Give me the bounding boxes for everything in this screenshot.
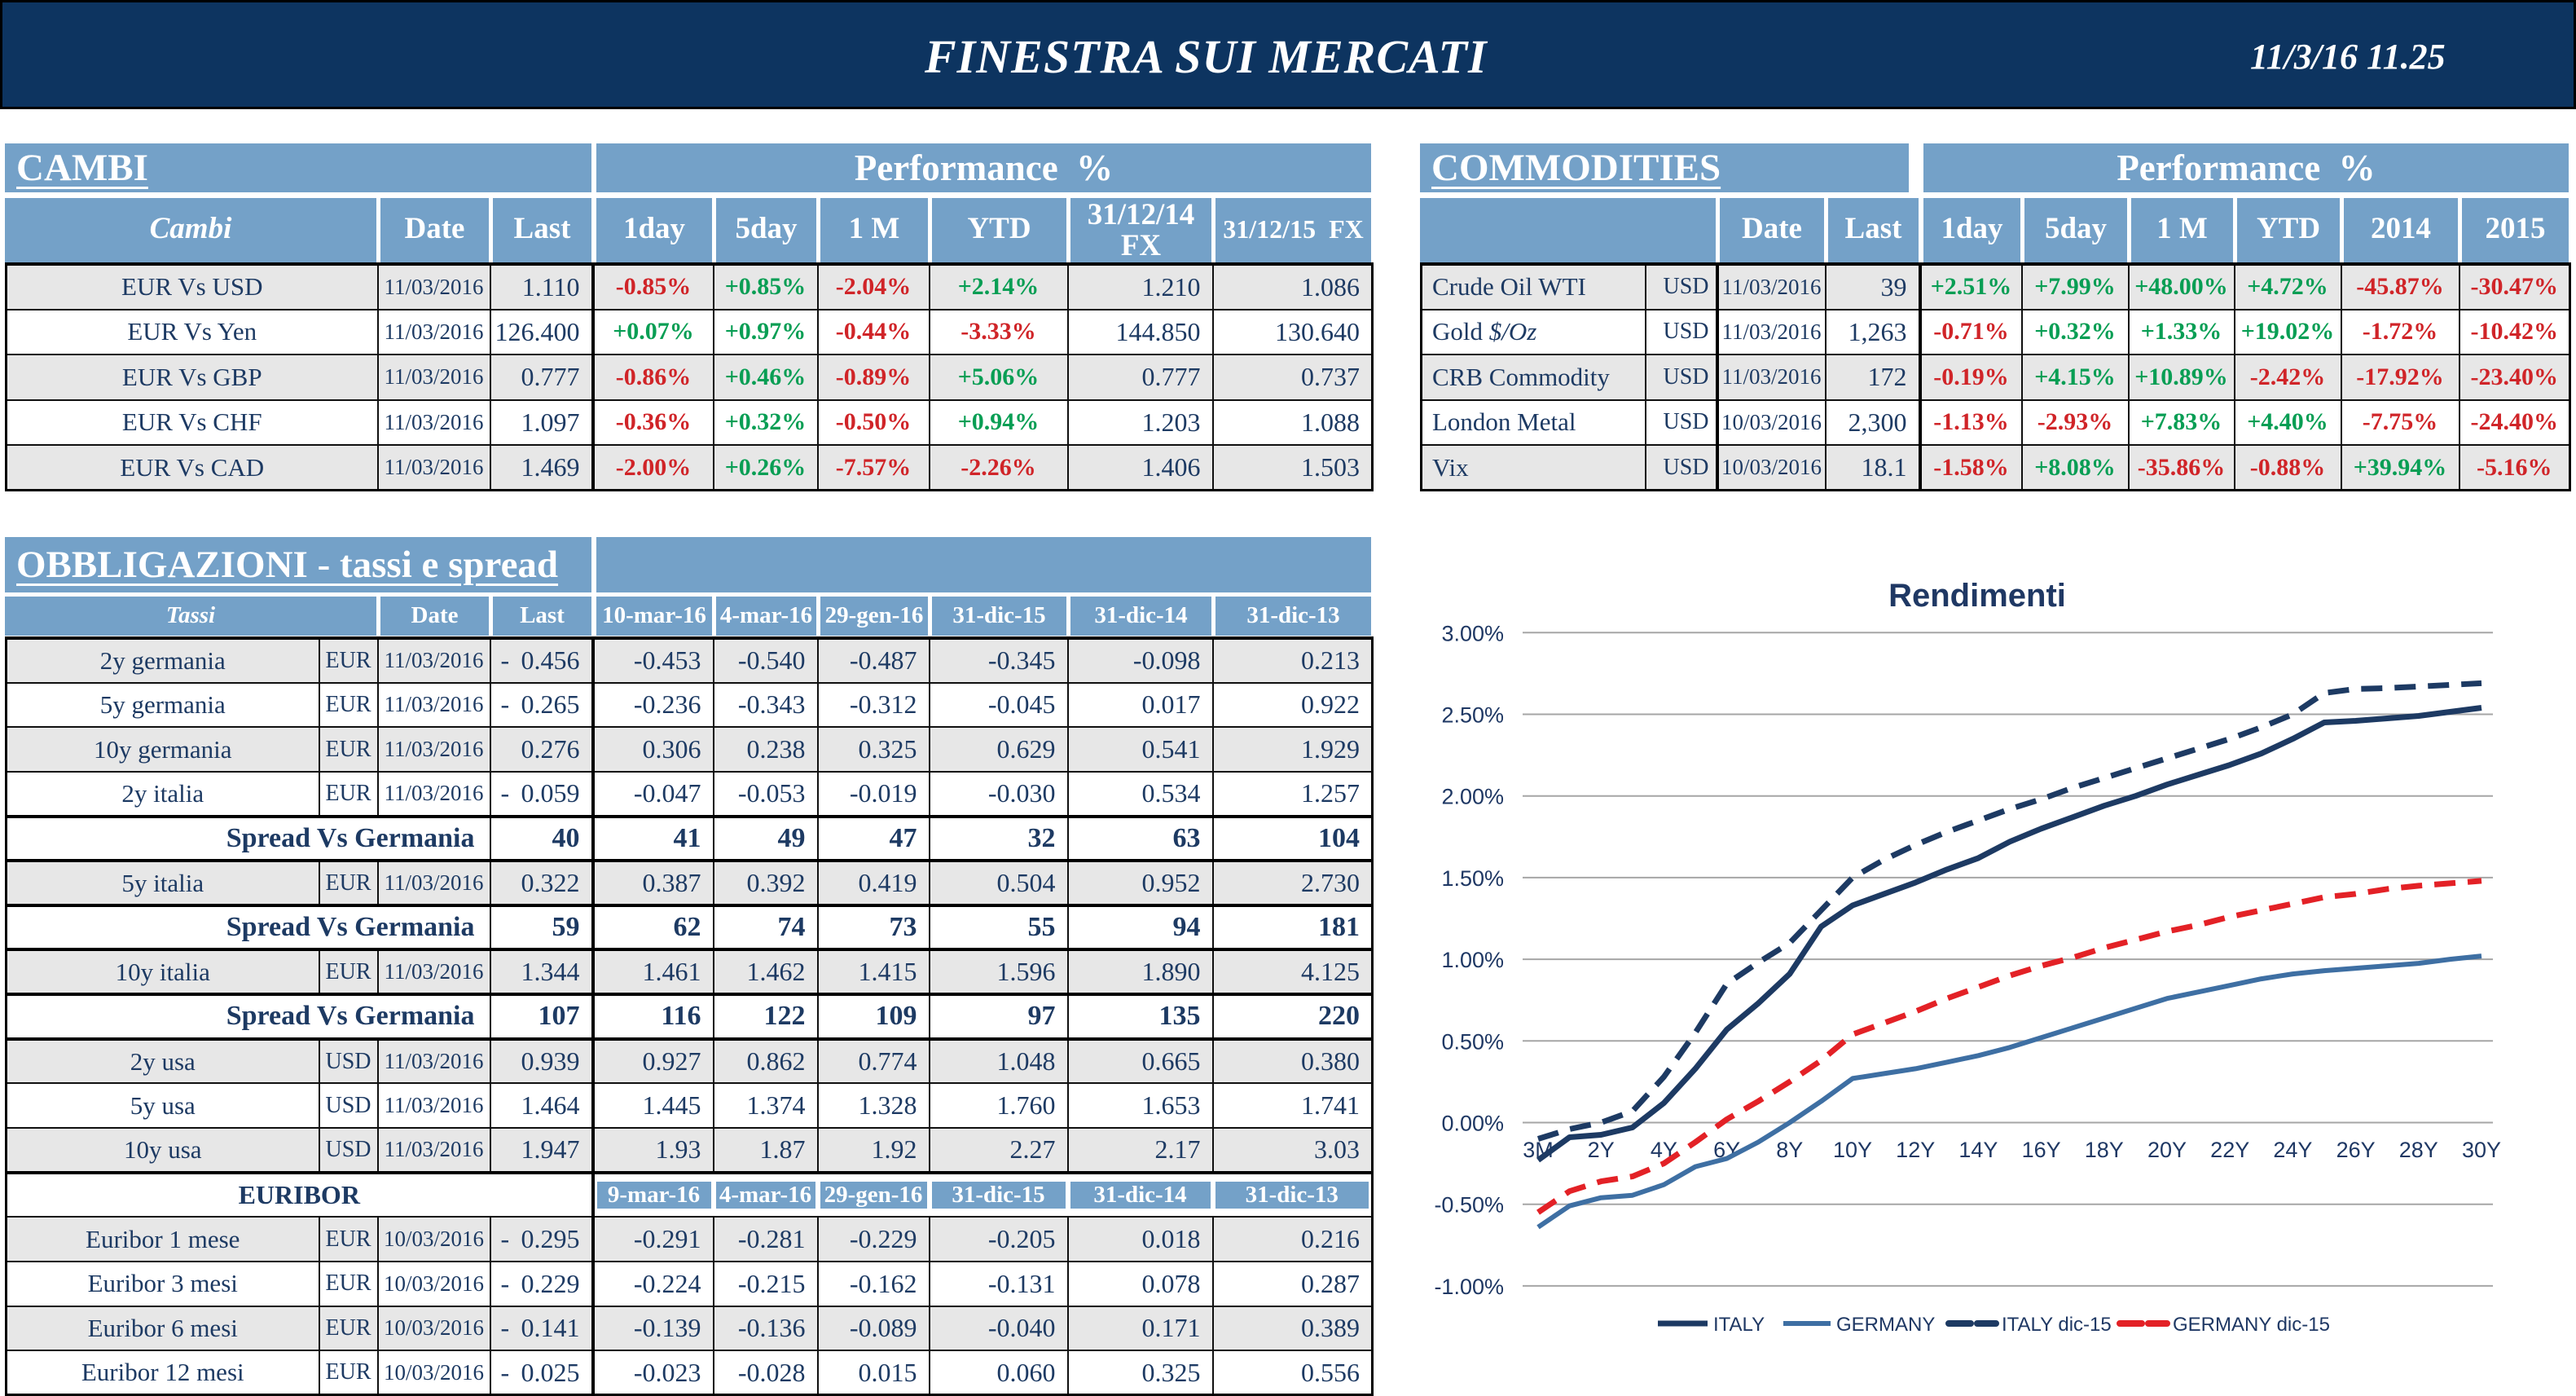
svg-text:18Y: 18Y [2085, 1138, 2124, 1162]
svg-text:ITALY dic-15: ITALY dic-15 [2002, 1314, 2112, 1336]
svg-text:28Y: 28Y [2399, 1138, 2438, 1162]
svg-text:0.50%: 0.50% [1441, 1029, 1504, 1054]
svg-text:-1.00%: -1.00% [1434, 1275, 1504, 1299]
svg-text:8Y: 8Y [1776, 1138, 1803, 1162]
svg-text:GERMANY: GERMANY [1836, 1314, 1935, 1336]
svg-text:14Y: 14Y [1958, 1138, 1998, 1162]
svg-text:1.00%: 1.00% [1441, 948, 1504, 972]
svg-text:3.00%: 3.00% [1441, 621, 1504, 645]
svg-text:2.50%: 2.50% [1441, 703, 1504, 728]
svg-text:10Y: 10Y [1833, 1138, 1872, 1162]
svg-text:24Y: 24Y [2273, 1138, 2312, 1162]
svg-text:26Y: 26Y [2336, 1138, 2376, 1162]
svg-text:16Y: 16Y [2022, 1138, 2061, 1162]
svg-text:0.00%: 0.00% [1441, 1112, 1504, 1136]
svg-text:1.50%: 1.50% [1441, 866, 1504, 891]
svg-text:GERMANY dic-15: GERMANY dic-15 [2173, 1314, 2330, 1336]
svg-text:ITALY: ITALY [1713, 1314, 1765, 1336]
svg-text:20Y: 20Y [2147, 1138, 2187, 1162]
svg-text:12Y: 12Y [1896, 1138, 1935, 1162]
svg-text:30Y: 30Y [2462, 1138, 2501, 1162]
svg-text:-0.50%: -0.50% [1434, 1193, 1504, 1218]
svg-text:2.00%: 2.00% [1441, 785, 1504, 809]
svg-text:2Y: 2Y [1588, 1138, 1615, 1162]
svg-text:22Y: 22Y [2210, 1138, 2249, 1162]
svg-text:Rendimenti: Rendimenti [1888, 578, 2066, 614]
